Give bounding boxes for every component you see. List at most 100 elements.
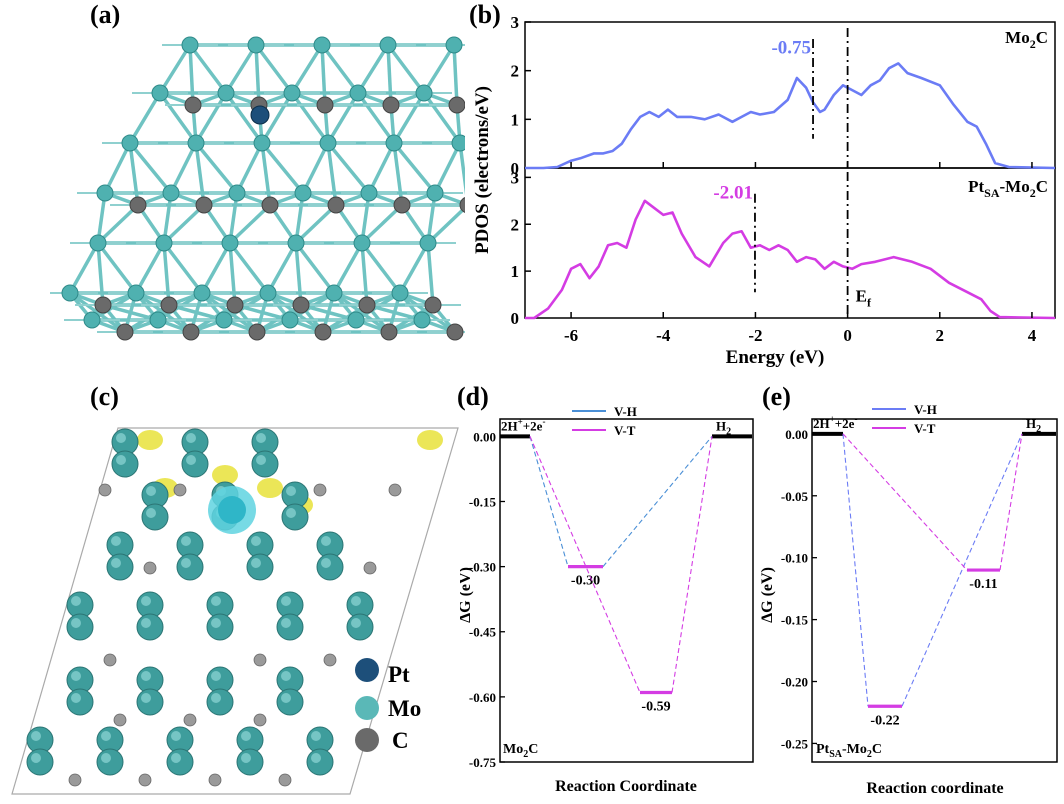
atom-a-mo-9 [283,84,301,102]
structure-c: Pt Mo C [11,427,459,795]
legend-label-e-0: V-H [914,405,937,417]
structure-c-atoms [26,428,443,787]
atom-c-mo-35 [206,688,234,716]
atom-c-mo-shine-31 [71,693,81,703]
chart-e-title: PtSA-Mo2C [816,742,882,760]
atom-a-mo-47 [325,284,343,302]
atom-a-mo-53 [149,311,167,329]
atom-c-mo-shine-34 [211,671,221,681]
atom-a-mo-38 [419,234,437,252]
atom-c-mo-shine-35 [211,693,221,703]
atom-c-mo-23 [136,613,164,641]
unit-cell-outline [11,427,459,795]
atom-a-mo-15 [121,134,139,152]
atom-c-mo-shine-1 [116,455,126,465]
atom-a-mo-36 [287,234,305,252]
start-state-label-d: 2H++2e- [501,416,545,433]
d-band-center-label-ptsa: -2.01 [713,182,753,203]
atom-a-mo-0 [181,36,199,54]
atom-c-mo-shine-14 [181,536,191,546]
atom-a-c-22 [129,196,147,214]
atom-c-mo-shine-43 [171,753,181,763]
atom-c-mo-21 [66,613,94,641]
atom-a-c-52 [116,323,134,341]
atom-c-mo-shine-20 [71,596,81,606]
panel-label-b: (b) [469,0,501,29]
atom-a-mo-17 [253,134,271,152]
atom-c-mo-shine-41 [101,753,111,763]
atom-a-c-40 [94,296,112,314]
atom-c-mo-shine-15 [181,558,191,568]
atom-c-mo-shine-47 [311,753,321,763]
atom-a-mo-7 [217,84,235,102]
legend-mo-dot [355,696,379,720]
atom-a-mo-13 [415,84,433,102]
path-out-d-1 [671,436,713,693]
chart-d-xlabel: Reaction Coordinate [555,778,697,795]
xtick-label-b-4: 2 [936,326,945,345]
pdos-curve-ptsa [525,199,1056,320]
atom-a-mo-34 [155,234,173,252]
legend-label-d-0: V-H [614,405,637,419]
atom-c-mo-shine-12 [111,536,121,546]
atom-a-c-12 [382,96,400,114]
atom-c-mo-47 [306,748,334,776]
atom-a-c-44 [226,296,244,314]
atom-c-c-13 [138,773,152,787]
atom-a-mo-43 [193,284,211,302]
atom-a-c-46 [292,296,310,314]
ytick-label-e-0: 0.00 [785,427,808,442]
pdos-curve-mo2c [525,62,1056,170]
atom-c-mo-shine-21 [71,618,81,628]
atom-c-mo-shine-46 [311,731,321,741]
ytick-label-e-3: -0.15 [781,613,809,628]
atom-c-c-2 [313,483,327,497]
end-state-label-d: H2 [716,418,731,437]
chart-e: 0.00 -0.05 -0.10 -0.15 -0.20 -0.25 2H++2e- H2 -0… [760,405,1058,797]
ytick-label-ptsa-0: 0 [511,309,520,328]
atom-legend: Pt Mo C [355,658,421,753]
atom-c-mo-3 [181,450,209,478]
atom-c-mo-shine-10 [286,486,296,496]
atom-c-mo-13 [106,553,134,581]
atom-c-mo-shine-36 [281,671,291,681]
ytick-label-d-1: -0.15 [469,494,497,509]
atom-c-c-3 [388,483,402,497]
intermediate-label-e-0: -0.22 [870,713,899,728]
atom-c-mo-shine-16 [251,536,261,546]
legend-label-d-1: V-T [614,423,636,438]
path-in-e-1 [842,433,968,571]
legend-c-label: C [392,728,409,753]
atom-a-c-26 [261,196,279,214]
atom-c-c-4 [143,561,157,575]
atom-c-c-1 [173,483,187,497]
atom-c-mo-shine-26 [281,596,291,606]
atom-c-mo-shine-40 [101,731,111,741]
atom-a-mo-4 [445,36,463,54]
atom-c-mo-shine-29 [351,618,361,628]
path-in-e-0 [842,433,869,707]
atom-c-mo-15 [176,553,204,581]
ytick-label-ptsa-2: 2 [511,215,520,234]
start-state-label-e: 2H++2e- [813,414,857,431]
atom-a-mo-27 [294,184,312,202]
d-band-center-label-mo2c: -0.75 [771,38,811,59]
chart-e-frame [811,418,1058,763]
fermi-level-label: Ef [856,287,872,310]
xtick-label-b-1: -4 [656,326,671,345]
path-out-e-0 [901,433,1023,707]
atom-c-mo-17 [246,553,274,581]
atom-c-mo-39 [26,748,54,776]
atom-c-mo-shine-0 [116,433,126,443]
atom-c-c-9 [113,713,127,727]
atom-c-mo-41 [96,748,124,776]
atom-c-mo-25 [206,613,234,641]
atom-a-c-10 [316,96,334,114]
atom-a-c-56 [248,323,266,341]
atom-c-mo-shine-13 [111,558,121,568]
atom-c-mo-7 [141,503,169,531]
atom-a-mo-5 [151,84,169,102]
atom-c-mo-shine-7 [146,508,156,518]
legend-c-dot [355,728,379,752]
atom-c-mo-1 [111,450,139,478]
